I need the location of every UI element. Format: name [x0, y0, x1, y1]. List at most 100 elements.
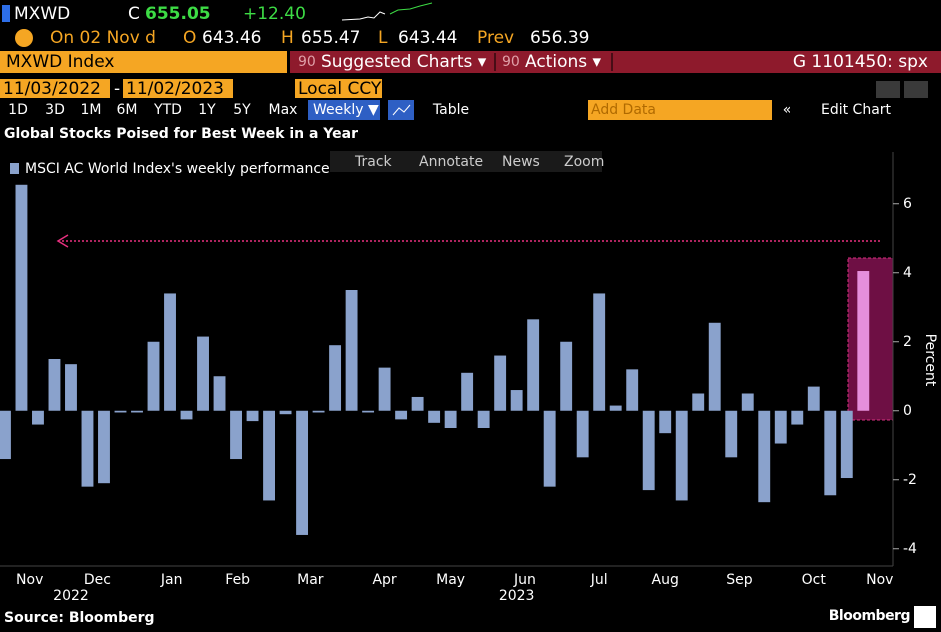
tool-track[interactable]: Track	[354, 154, 393, 170]
x-tick-label: Aug	[652, 572, 679, 588]
tool-annotate[interactable]: Annotate	[419, 154, 483, 170]
bar	[48, 359, 61, 411]
y-axis-label: Percent	[922, 334, 938, 387]
redo[interactable]	[904, 81, 928, 98]
bar	[411, 396, 424, 411]
x-tick-label: Nov	[16, 572, 43, 588]
x-tick-label: Apr	[372, 572, 396, 588]
bar	[675, 410, 688, 501]
legend-swatch	[10, 163, 19, 174]
bar	[461, 372, 474, 411]
range-button[interactable]: 3D	[45, 102, 65, 118]
bar	[164, 293, 176, 411]
range-button[interactable]: 1D	[8, 102, 28, 118]
table-button[interactable]: Table	[432, 102, 469, 118]
frequency: Weekly ▼	[313, 102, 379, 118]
bar	[692, 393, 705, 411]
x-tick-label: Nov	[866, 572, 893, 588]
bar	[131, 410, 143, 413]
close-label: C	[128, 4, 140, 24]
chart-tools	[330, 151, 602, 172]
bar	[642, 410, 655, 491]
bar	[15, 184, 28, 411]
bar	[345, 290, 358, 411]
range-button[interactable]: 5Y	[233, 102, 251, 118]
bar	[659, 410, 672, 434]
bar	[362, 410, 375, 413]
range-button[interactable]: YTD	[153, 102, 182, 118]
high-label: H	[281, 28, 294, 48]
high: 655.47	[301, 28, 360, 48]
range-button[interactable]: 6M	[117, 102, 138, 118]
security-field[interactable]	[0, 51, 287, 73]
x-tick-label: Mar	[297, 572, 324, 588]
bar	[197, 336, 209, 411]
year-label: 2022	[53, 588, 89, 604]
currency-field[interactable]	[295, 79, 382, 98]
actions[interactable]: Actions ▾	[525, 52, 602, 72]
bar	[32, 410, 44, 425]
bar	[114, 410, 127, 413]
bar	[510, 390, 523, 411]
chart-icon	[392, 104, 411, 116]
chart-title: Global Stocks Poised for Best Week in a …	[4, 126, 358, 142]
x-tick-label: Jan	[160, 572, 183, 588]
open: 643.46	[202, 28, 261, 48]
undo[interactable]	[876, 81, 900, 98]
bar	[741, 393, 754, 411]
suggested-charts[interactable]: Suggested Charts ▾	[321, 52, 487, 72]
range-button[interactable]: 1Y	[198, 102, 216, 118]
actions-icon: 90	[502, 54, 520, 70]
x-tick-label: Jun	[513, 572, 536, 588]
bar	[708, 322, 721, 411]
currency: Local CCY	[298, 79, 382, 99]
y-tick-label: -4	[903, 541, 917, 557]
bar	[807, 386, 820, 411]
bar	[725, 410, 738, 458]
frequency-button[interactable]	[308, 100, 380, 120]
bar	[444, 410, 457, 428]
date: On 02 Nov d	[50, 28, 156, 48]
add-data: Add Data	[591, 102, 656, 118]
bar	[147, 341, 160, 411]
bar	[840, 410, 853, 479]
edit-chart[interactable]: Edit Chart	[821, 102, 892, 118]
security: MXWD Index	[6, 52, 114, 72]
low: 643.44	[398, 28, 457, 48]
brand-icon	[914, 606, 936, 628]
x-tick-label: Jul	[590, 572, 608, 588]
bar	[494, 355, 507, 411]
bar	[279, 410, 292, 415]
bar	[560, 341, 573, 411]
function: G 1101450: spx	[793, 52, 928, 72]
bar	[65, 364, 77, 411]
bar	[263, 410, 275, 501]
bar	[395, 410, 408, 420]
collapse[interactable]: «	[783, 102, 792, 118]
bar	[230, 410, 242, 460]
add-data-field[interactable]	[588, 100, 772, 120]
prev-label: Prev	[477, 28, 514, 48]
tool-news[interactable]: News	[502, 154, 540, 170]
bar	[791, 410, 804, 425]
start-date: 11/03/2022	[3, 79, 101, 99]
year-label: 2023	[499, 588, 535, 604]
start-date-field[interactable]	[0, 79, 110, 98]
bar	[213, 376, 226, 411]
gauge-icon[interactable]	[15, 29, 33, 47]
prev: 656.39	[530, 28, 589, 48]
x-tick-label: May	[436, 572, 465, 588]
y-tick-label: -2	[903, 472, 917, 488]
bar	[81, 410, 94, 487]
tool-zoom[interactable]: Zoom	[564, 154, 604, 170]
range-button[interactable]: 1M	[81, 102, 102, 118]
range-button[interactable]: Max	[269, 102, 298, 118]
bar	[477, 410, 490, 428]
bar	[543, 410, 556, 487]
x-tick-label: Dec	[84, 572, 111, 588]
low-label: L	[378, 28, 388, 48]
end-date-field[interactable]	[123, 79, 233, 98]
bar	[428, 410, 441, 423]
